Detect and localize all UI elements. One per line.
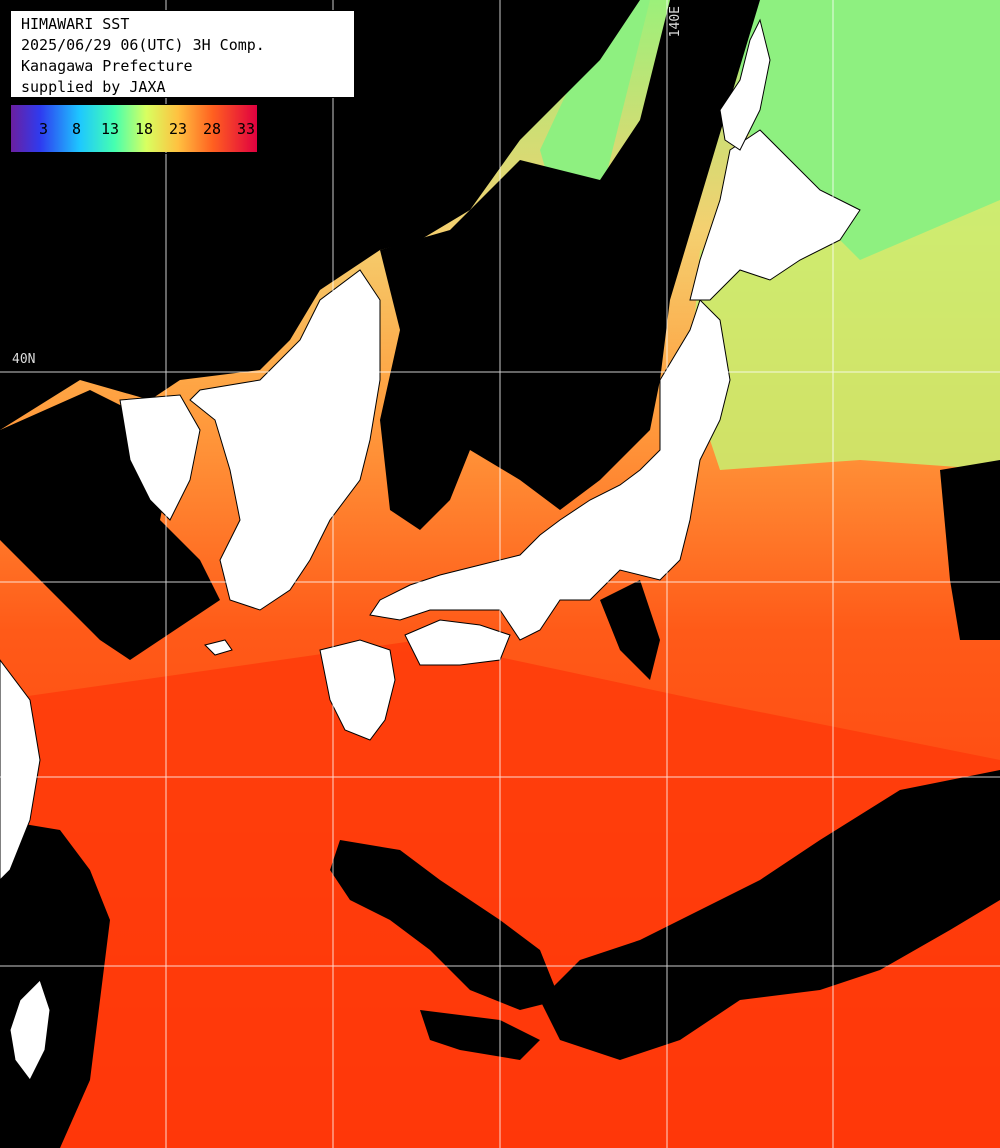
land-honshu (369, 299, 731, 641)
colorbar-gradient (11, 105, 257, 152)
map-title-line-4: supplied by JAXA (21, 78, 166, 96)
colorbar-tick-18: 18 (135, 120, 154, 138)
map-title-line-2: 2025/06/29 06(UTC) 3H Comp. (21, 36, 265, 54)
sst-colorbar: 3 8 13 18 23 28 33 (10, 104, 259, 154)
land-shikoku (404, 619, 511, 666)
map-title-line-3: Kanagawa Prefecture (21, 57, 193, 75)
map-title-box: HIMAWARI SST 2025/06/29 06(UTC) 3H Comp.… (10, 10, 355, 98)
grid-label-40n: 40N (12, 352, 36, 367)
land-kyushu (319, 639, 396, 741)
grid-label-140e: 140E (668, 6, 683, 38)
cool-water-tatar (540, 0, 650, 220)
colorbar-tick-23: 23 (169, 120, 188, 138)
land-sakhalin (719, 18, 771, 151)
colorbar-tick-3: 3 (39, 120, 49, 138)
colorbar-tick-33: 33 (237, 120, 256, 138)
colorbar-tick-8: 8 (72, 120, 82, 138)
land-jeju (204, 639, 233, 656)
colorbar-tick-28: 28 (203, 120, 222, 138)
land-china-coast (0, 659, 41, 881)
map-title-line-1: HIMAWARI SST (21, 15, 130, 33)
colorbar-tick-13: 13 (101, 120, 120, 138)
land-taiwan (9, 979, 51, 1081)
land-mainland-north (119, 394, 201, 521)
